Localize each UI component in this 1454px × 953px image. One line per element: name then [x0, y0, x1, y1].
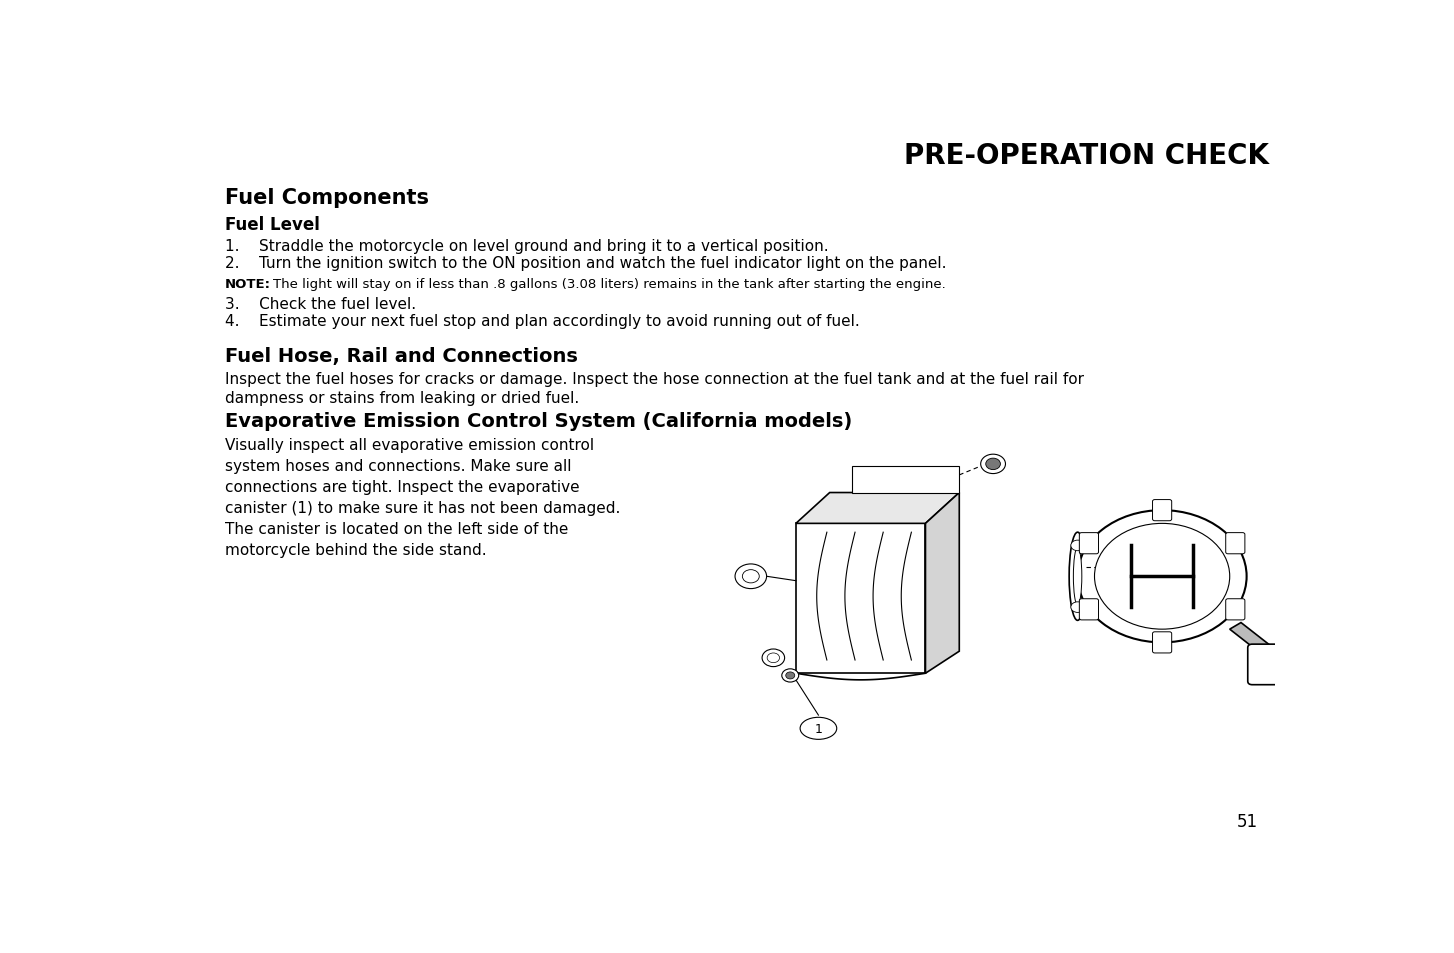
Text: Visually inspect all evaporative emission control
system hoses and connections. : Visually inspect all evaporative emissio…: [224, 437, 619, 558]
Text: Inspect the fuel hoses for cracks or damage. Inspect the hose connection at the : Inspect the fuel hoses for cracks or dam…: [224, 372, 1083, 406]
Text: 4.    Estimate your next fuel stop and plan accordingly to avoid running out of : 4. Estimate your next fuel stop and plan…: [224, 314, 859, 329]
Text: 2.    Turn the ignition switch to the ON position and watch the fuel indicator l: 2. Turn the ignition switch to the ON po…: [224, 255, 947, 271]
Text: NOTE:: NOTE:: [224, 277, 270, 291]
Text: Fuel Hose, Rail and Connections: Fuel Hose, Rail and Connections: [224, 347, 577, 366]
Text: 51: 51: [1237, 812, 1258, 830]
Text: The light will stay on if less than .8 gallons (3.08 liters) remains in the tank: The light will stay on if less than .8 g…: [273, 277, 945, 291]
Text: 1.    Straddle the motorcycle on level ground and bring it to a vertical positio: 1. Straddle the motorcycle on level grou…: [224, 238, 829, 253]
Text: 3.    Check the fuel level.: 3. Check the fuel level.: [224, 297, 416, 312]
Text: Evaporative Emission Control System (California models): Evaporative Emission Control System (Cal…: [224, 412, 852, 431]
Text: Fuel Components: Fuel Components: [224, 188, 429, 208]
Text: PRE-OPERATION CHECK: PRE-OPERATION CHECK: [904, 142, 1269, 171]
Text: Fuel Level: Fuel Level: [224, 215, 320, 233]
